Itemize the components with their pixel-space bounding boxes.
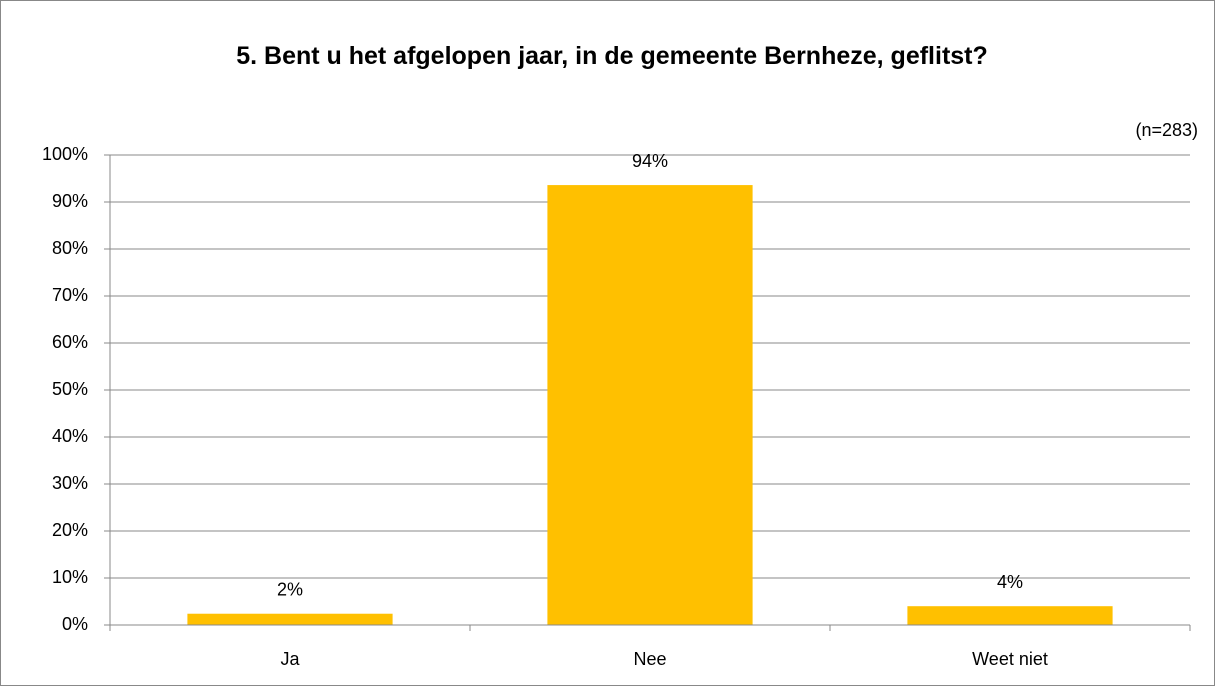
y-tick-label: 50% [52, 379, 88, 399]
y-tick-label: 30% [52, 473, 88, 493]
y-tick-label: 100% [42, 144, 88, 164]
value-label: 4% [997, 572, 1023, 592]
x-tick-label: Ja [280, 649, 300, 669]
y-tick-label: 70% [52, 285, 88, 305]
x-tick-label: Weet niet [972, 649, 1048, 669]
bar [547, 185, 753, 625]
y-tick-label: 0% [62, 614, 88, 634]
bar [187, 613, 393, 625]
y-tick-label: 90% [52, 191, 88, 211]
y-tick-label: 60% [52, 332, 88, 352]
y-tick-label: 80% [52, 238, 88, 258]
annotation: (n=283) [1135, 120, 1198, 140]
value-label: 94% [632, 151, 668, 171]
x-tick-label: Nee [633, 649, 666, 669]
chart-title: 5. Bent u het afgelopen jaar, in de geme… [236, 42, 988, 70]
y-tick-label: 20% [52, 520, 88, 540]
y-tick-label: 10% [52, 567, 88, 587]
y-tick-label: 40% [52, 426, 88, 446]
bar [907, 606, 1113, 625]
value-label: 2% [277, 579, 303, 599]
